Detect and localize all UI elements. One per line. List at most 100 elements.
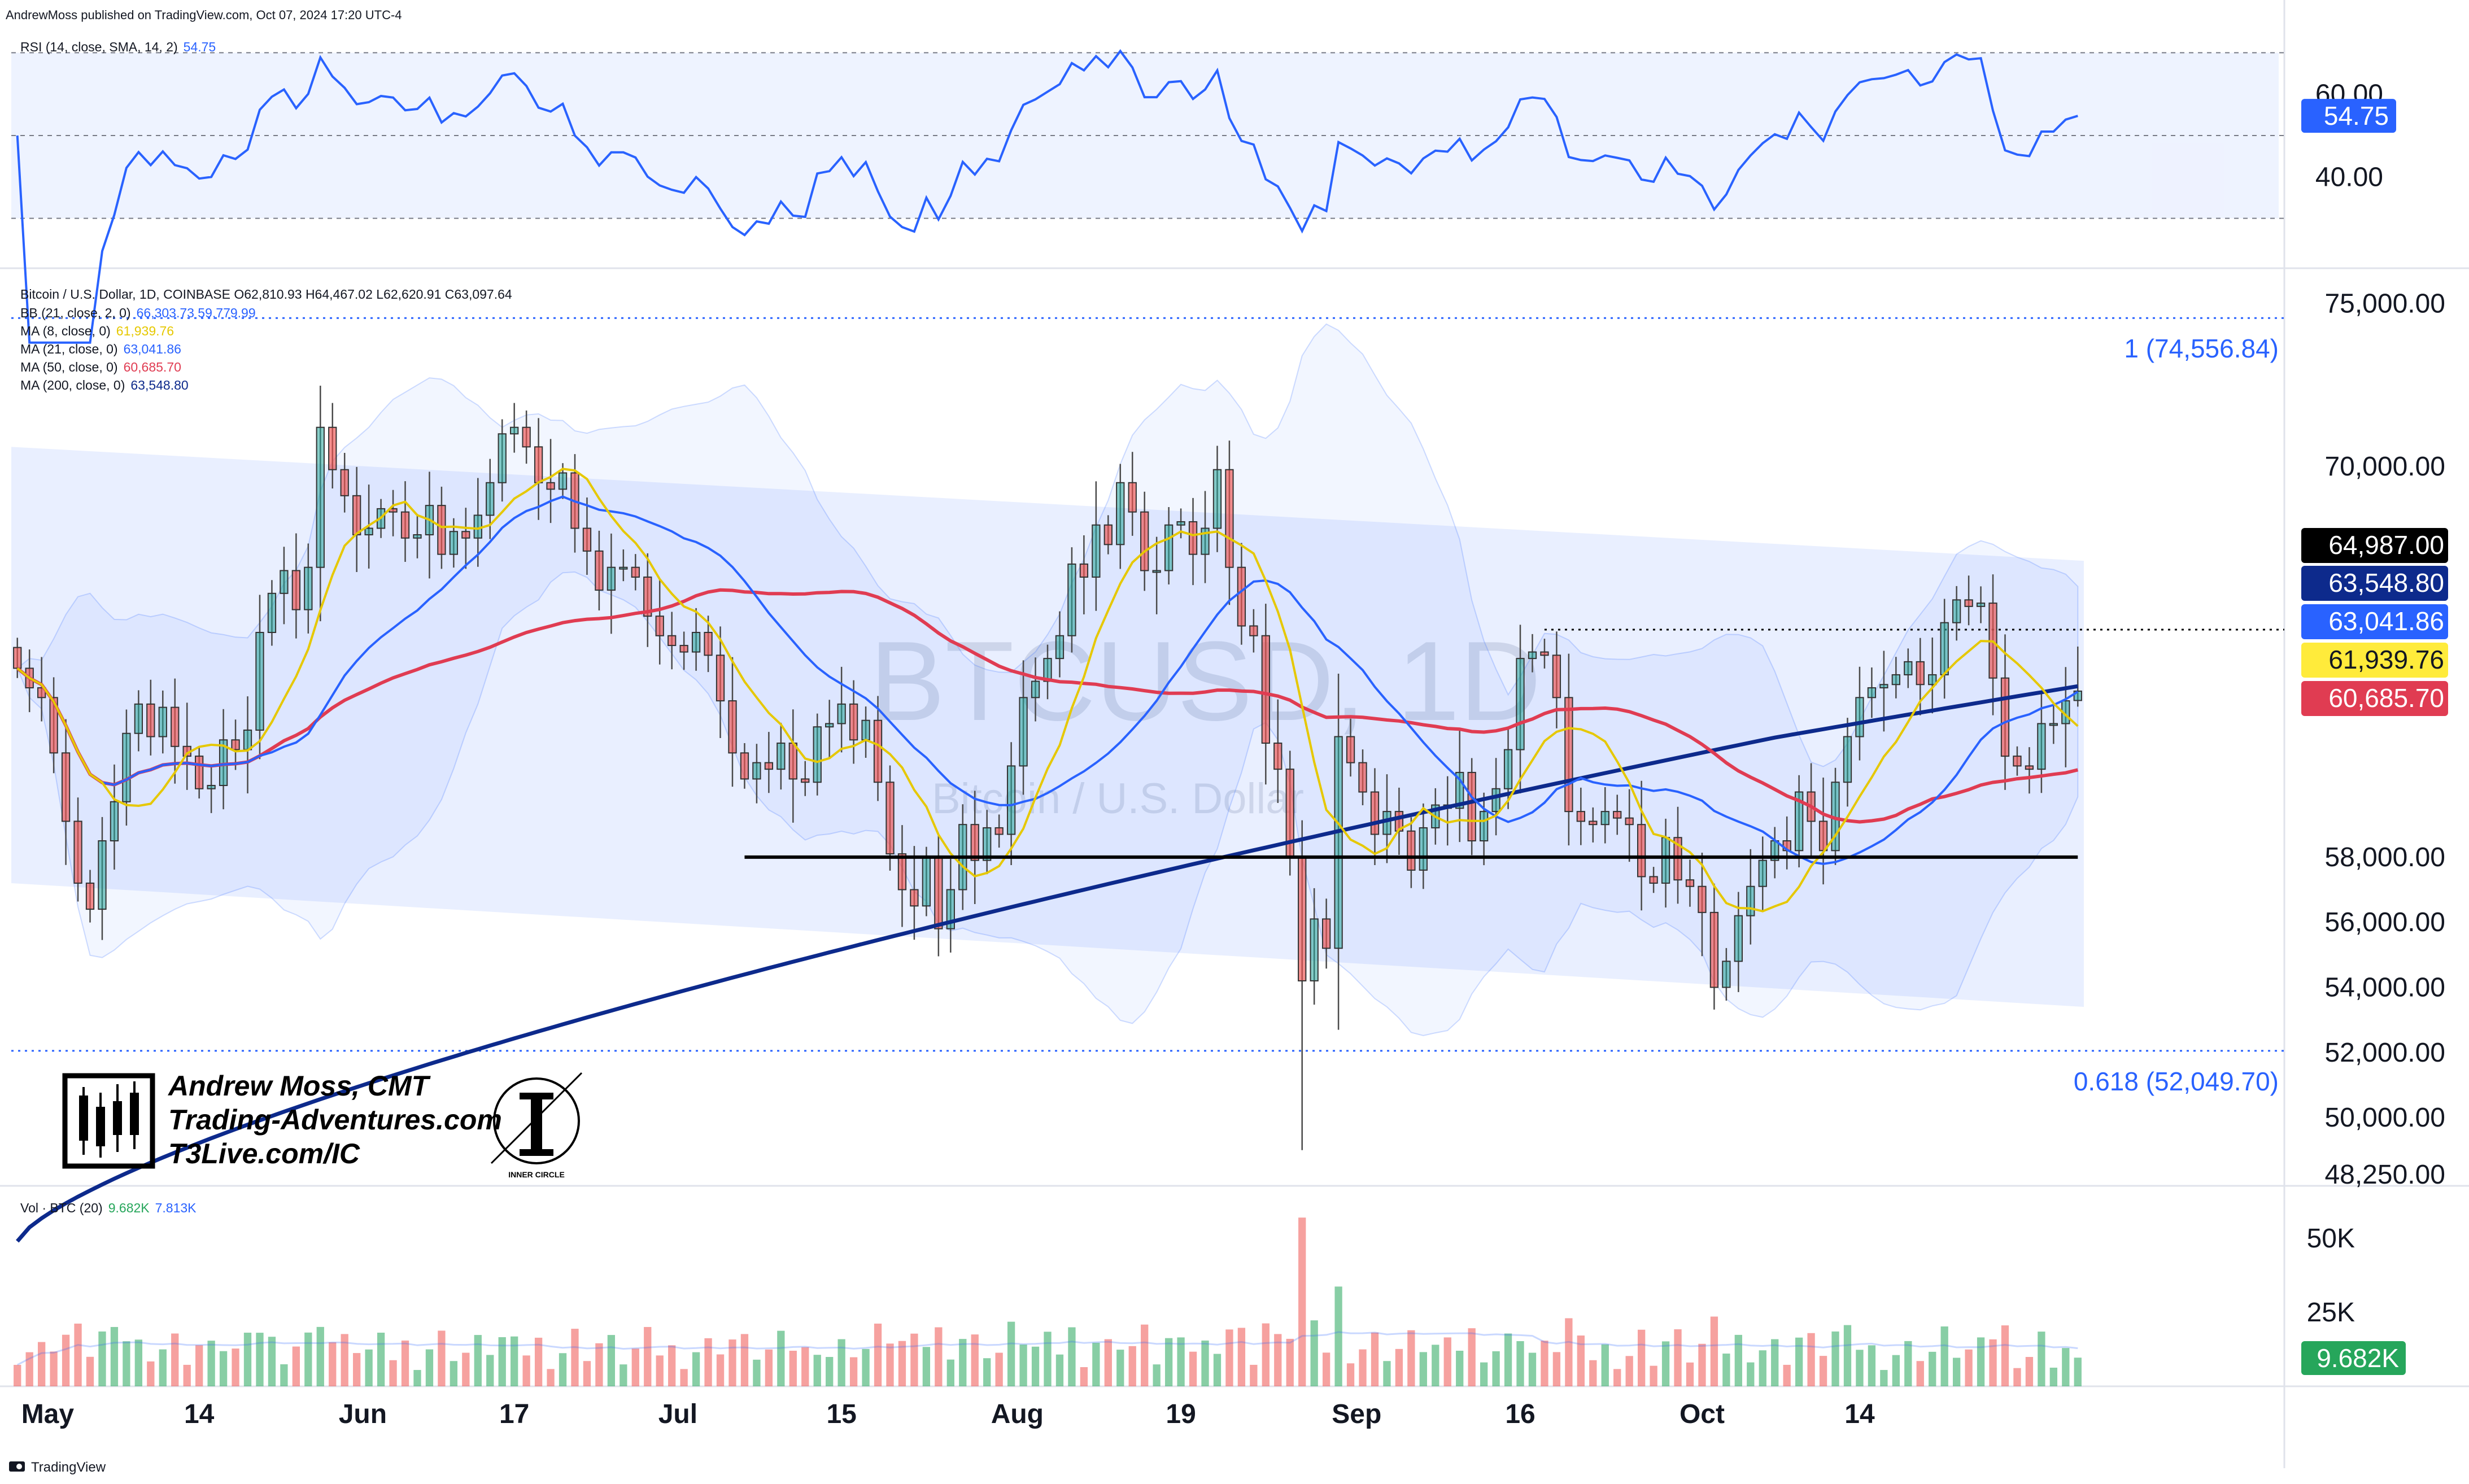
volume-bar (777, 1330, 785, 1386)
volume-bar (1104, 1339, 1112, 1386)
signature-link: T3Live.com/IC (168, 1138, 360, 1169)
candle (813, 713, 822, 796)
candle (1103, 515, 1113, 555)
candle (1685, 859, 1695, 907)
candle (849, 680, 858, 764)
candle (1092, 481, 1101, 611)
volume-bar (571, 1329, 579, 1386)
candle (158, 690, 167, 754)
rsi-tag: 54.75 (2301, 99, 2396, 133)
volume-bar (583, 1361, 591, 1386)
volume-bar (1068, 1327, 1076, 1386)
volume-legend: Vol · BTC (20) 9.682K 7.813K (20, 1201, 197, 1216)
volume-bar (1432, 1345, 1439, 1386)
volume-bar (1589, 1360, 1597, 1386)
candle (1201, 491, 1210, 583)
volume-bar (450, 1361, 458, 1386)
candle (764, 732, 774, 793)
volume-bar (486, 1355, 494, 1386)
volume-bar (1468, 1328, 1476, 1386)
rsi-legend-value: 54.75 (183, 40, 216, 54)
volume-bar (1419, 1352, 1427, 1386)
x-axis-label: 14 (1844, 1399, 1875, 1429)
volume-bar (2049, 1367, 2057, 1386)
candle (1709, 883, 1719, 1010)
candle (1976, 586, 1986, 623)
volume-legend-label: Vol · BTC (20) (20, 1201, 103, 1215)
volume-bar (813, 1355, 821, 1386)
candle (1467, 758, 1476, 856)
candle (280, 547, 289, 625)
volume-bar (1359, 1349, 1367, 1386)
volume-bar (1443, 1337, 1451, 1386)
ma8-line (16, 468, 2079, 913)
volume-bar (268, 1337, 276, 1386)
volume-bar (1601, 1344, 1609, 1386)
volume-bar (620, 1364, 627, 1386)
volume-bar (1516, 1341, 1524, 1386)
ma-legend-label: BB (21, close, 2, 0) (20, 305, 131, 320)
volume-bar (1504, 1333, 1512, 1386)
volume-bar (1710, 1316, 1718, 1386)
volume-bar (2038, 1332, 2045, 1386)
candle (498, 419, 507, 502)
signature-name: Andrew Moss, CMT (167, 1070, 431, 1102)
volume-bar (98, 1331, 106, 1386)
candle (1698, 852, 1707, 957)
candle (1649, 867, 1658, 893)
candle (1334, 674, 1343, 1030)
volume-bar (86, 1356, 94, 1386)
ma-legend-row: MA (8, close, 0) 61,939.76 (20, 324, 512, 339)
candle (1625, 789, 1634, 862)
candle (1128, 452, 1137, 536)
volume-bar (910, 1333, 918, 1386)
candle (61, 719, 71, 865)
candle (413, 514, 422, 558)
volume-bar (1528, 1352, 1537, 1386)
volume-bar (1577, 1335, 1585, 1386)
candle (49, 677, 58, 774)
volume-bar (886, 1343, 894, 1386)
rsi-line (16, 49, 2078, 344)
volume-bar (474, 1335, 482, 1386)
volume-bar (874, 1323, 882, 1386)
volume-bar (389, 1360, 397, 1386)
candle (400, 481, 410, 562)
volume-bar (595, 1343, 603, 1386)
candle (1928, 637, 1937, 714)
volume-bar (1541, 1341, 1548, 1386)
volume-bar (1055, 1354, 1064, 1386)
price-tag-text: 63,041.86 (2328, 606, 2444, 636)
volume-bar (1153, 1364, 1161, 1386)
candle (1722, 948, 1731, 1001)
inner-circle-logo-icon (490, 1072, 583, 1164)
candle (291, 533, 301, 639)
volume-bar (1819, 1356, 1827, 1386)
volume-bar (1141, 1324, 1149, 1386)
volume-bar (353, 1353, 361, 1386)
volume-bar (341, 1334, 348, 1386)
ma-legend-row: MA (21, close, 0) 63,041.86 (20, 342, 512, 357)
volume-bar (607, 1335, 616, 1386)
volume-bar (195, 1345, 203, 1386)
volume-bar (171, 1333, 179, 1386)
volume-bar (134, 1339, 143, 1386)
candle (546, 439, 555, 523)
x-axis-label: 16 (1505, 1399, 1535, 1429)
volume-bar (631, 1348, 639, 1386)
x-axis-label: Sep (1332, 1399, 1381, 1429)
candle (619, 549, 628, 582)
price-axis-label: 56,000.00 (2324, 907, 2445, 937)
candle (255, 595, 264, 760)
volume-bar (511, 1336, 518, 1386)
ma-legend-value: 60,685.70 (123, 360, 181, 374)
candle (1904, 648, 1913, 688)
candle (691, 608, 701, 671)
volume-bar (1213, 1354, 1222, 1386)
volume-bar (1116, 1350, 1124, 1386)
ma-legend-label: MA (8, close, 0) (20, 324, 111, 338)
volume-bar (1613, 1369, 1621, 1386)
candle (1891, 657, 1900, 699)
volume-bar (680, 1369, 688, 1386)
